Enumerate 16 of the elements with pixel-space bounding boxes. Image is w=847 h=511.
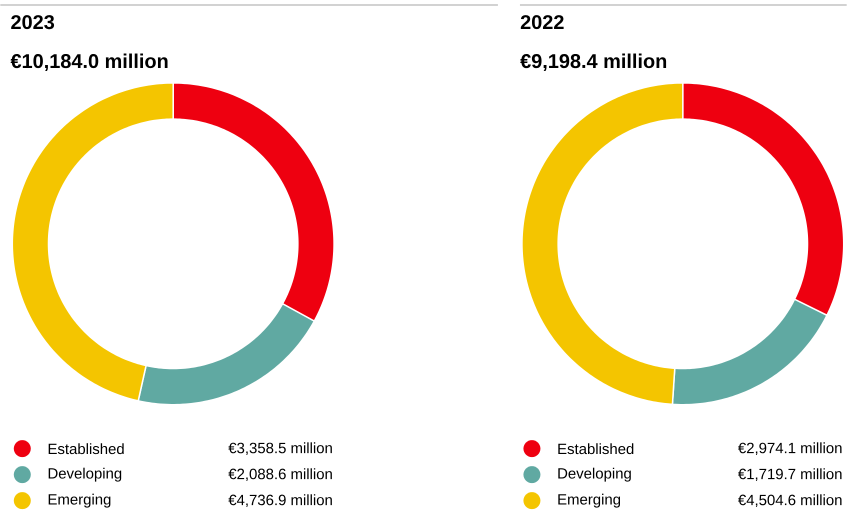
legend-label: Developing [558, 468, 631, 482]
chart-title: 2023 [11, 15, 54, 30]
data-label: €4,736.9 million [228, 494, 332, 508]
legend-label: Emerging [558, 494, 620, 508]
chart-title: 2022 [520, 15, 564, 30]
legend-label: Established [48, 443, 124, 454]
chart-subtitle: €10,184.0 million [10, 54, 168, 72]
data-label: €4,504.6 million [738, 494, 842, 508]
legend-label: Established [558, 443, 634, 454]
data-label: €1,719.7 million [738, 468, 842, 482]
legend-label: Emerging [48, 494, 110, 508]
legend-label: Developing [48, 468, 122, 482]
data-label: €2,974.1 million [738, 442, 842, 456]
chart-subtitle: €9,198.4 million [520, 54, 666, 72]
data-label: €3,358.5 million [228, 442, 332, 456]
data-label: €2,088.6 million [228, 468, 332, 482]
